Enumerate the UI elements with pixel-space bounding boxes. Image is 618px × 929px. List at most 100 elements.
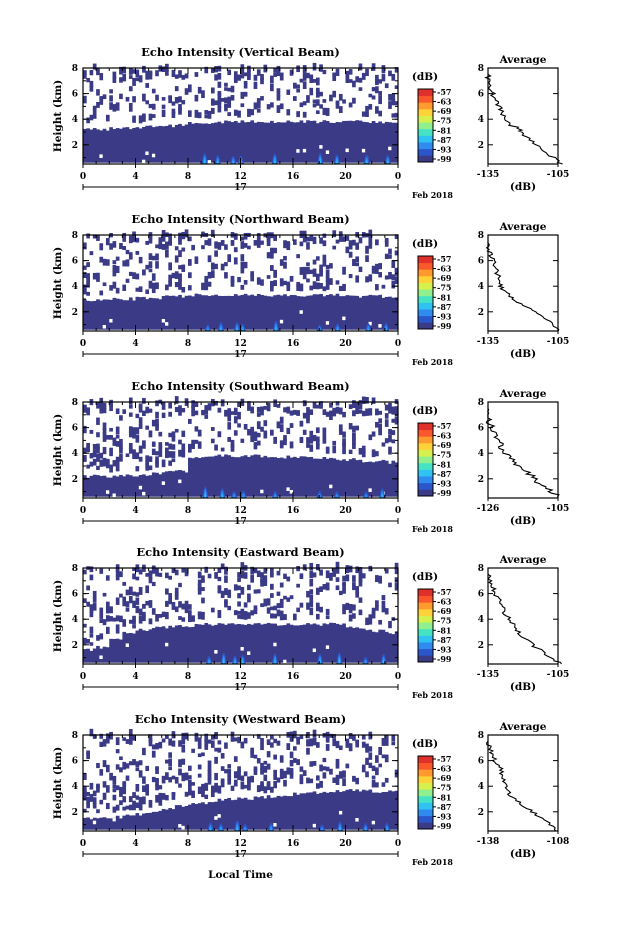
x-tick-label: 0: [395, 339, 401, 349]
colorbar-tick-label: -99: [437, 488, 452, 498]
colorbar-tick-label: -87: [437, 135, 451, 145]
y-tick-label: 8: [72, 731, 78, 741]
colorbar-swatch: [418, 462, 433, 470]
colorbar-swatch: [418, 315, 433, 323]
date-month-year: Feb 2018: [412, 524, 453, 534]
heatmap-field: [83, 728, 399, 831]
x-tick-label: 16: [287, 672, 300, 682]
colorbar-swatch: [418, 302, 433, 310]
colorbar-tick-label: -69: [437, 106, 452, 116]
colorbar-swatch: [418, 295, 433, 303]
profile-y-tick-label: 6: [478, 90, 484, 100]
colorbar-swatch: [418, 782, 433, 790]
profile-frame: [487, 734, 559, 832]
profile-y-tick-label: 4: [478, 282, 484, 292]
profile-title: Average: [499, 388, 547, 400]
x-tick-label: 20: [339, 172, 352, 182]
colorbar-tick-label: -69: [437, 273, 452, 283]
x-tick-label: 0: [80, 172, 86, 182]
colorbar-swatch: [418, 822, 433, 830]
colorbar-tick-label: -93: [437, 478, 452, 488]
colorbar-swatch: [418, 482, 433, 490]
colorbar-frame: [417, 755, 434, 830]
colorbar-tick-label: -57: [437, 421, 451, 431]
profile-x-tick-label: -135: [477, 337, 500, 347]
colorbar-swatch: [418, 269, 433, 277]
date-day: 17: [234, 517, 247, 527]
colorbar-swatch: [418, 262, 433, 270]
x-tick-label: 0: [395, 839, 401, 849]
colorbar-tick-label: -57: [437, 754, 451, 764]
colorbar-tick-label: -69: [437, 773, 452, 783]
y-tick-label: 2: [72, 141, 78, 151]
y-tick-label: 8: [72, 64, 78, 74]
colorbar-tick-label: -93: [437, 311, 452, 321]
x-tick-label: 8: [185, 506, 191, 516]
panel-0: Echo Intensity (Vertical Beam) 2 4 6 8 Height…: [52, 45, 569, 200]
y-axis-label: Height (km): [52, 747, 64, 819]
profile-y-tick-label: 2: [478, 475, 484, 485]
x-tick-label: 0: [80, 839, 86, 849]
colorbar-tick-label: -81: [437, 459, 451, 469]
profile-title: Average: [499, 554, 547, 566]
y-tick-label: 6: [72, 257, 78, 267]
x-tick-label: 4: [132, 172, 138, 182]
profile-x-tick-label: -108: [547, 837, 570, 847]
colorbar-frame: [417, 422, 434, 497]
colorbar-tick-label: -57: [437, 87, 451, 97]
x-tick-label: 4: [132, 672, 138, 682]
y-tick-label: 8: [72, 564, 78, 574]
x-tick-label: 8: [185, 839, 191, 849]
colorbar-swatch: [418, 769, 433, 777]
profile-frame: [487, 234, 559, 332]
colorbar-tick-label: -57: [437, 254, 451, 264]
x-axis-caption: Local Time: [208, 869, 273, 881]
y-tick-label: 6: [72, 590, 78, 600]
colorbar-swatch: [418, 282, 433, 290]
colorbar-tick-label: -99: [437, 321, 452, 331]
colorbar-swatch: [418, 469, 433, 477]
colorbar-tick-label: -93: [437, 644, 452, 654]
x-tick-label: 8: [185, 339, 191, 349]
colorbar-swatch: [418, 456, 433, 464]
colorbar-frame: [417, 88, 434, 163]
colorbar-swatch: [418, 289, 433, 297]
colorbar-swatch: [418, 815, 433, 823]
colorbar-swatch: [418, 802, 433, 810]
x-tick-label: 16: [287, 339, 300, 349]
profile-x-tick-label: -105: [547, 337, 570, 347]
colorbar-tick-label: -63: [437, 264, 452, 274]
profile-frame: [487, 67, 559, 165]
x-tick-label: 8: [185, 172, 191, 182]
profile-y-tick-label: 8: [478, 564, 484, 574]
colorbar-tick-label: -81: [437, 292, 451, 302]
x-tick-label: 4: [132, 839, 138, 849]
colorbar-swatch: [418, 122, 433, 130]
y-tick-label: 2: [72, 475, 78, 485]
colorbar-swatch: [418, 789, 433, 797]
colorbar-swatch: [418, 635, 433, 643]
y-tick-label: 6: [72, 90, 78, 100]
colorbar-tick-label: -87: [437, 635, 451, 645]
profile-line: [487, 573, 562, 665]
colorbar-swatch: [418, 102, 433, 110]
profile-y-tick-label: 8: [478, 398, 484, 408]
profile-title: Average: [499, 54, 547, 66]
colorbar-swatch: [418, 775, 433, 783]
profile-y-tick-label: 6: [478, 590, 484, 600]
profile-x-label: (dB): [510, 515, 536, 527]
colorbar-swatch: [418, 142, 433, 150]
colorbar-swatch: [418, 489, 433, 497]
x-tick-label: 16: [287, 506, 300, 516]
y-axis-label: Height (km): [52, 247, 64, 319]
x-tick-label: 20: [339, 506, 352, 516]
colorbar-swatch: [418, 602, 433, 610]
colorbar-tick-label: -69: [437, 440, 452, 450]
colorbar-swatch: [418, 756, 433, 764]
panel-title: Echo Intensity (Southward Beam): [131, 379, 349, 393]
y-tick-label: 2: [72, 808, 78, 818]
x-tick-label: 12: [234, 339, 247, 349]
colorbar-swatch: [418, 115, 433, 123]
colorbar-swatch: [418, 322, 433, 330]
y-tick-label: 2: [72, 641, 78, 651]
